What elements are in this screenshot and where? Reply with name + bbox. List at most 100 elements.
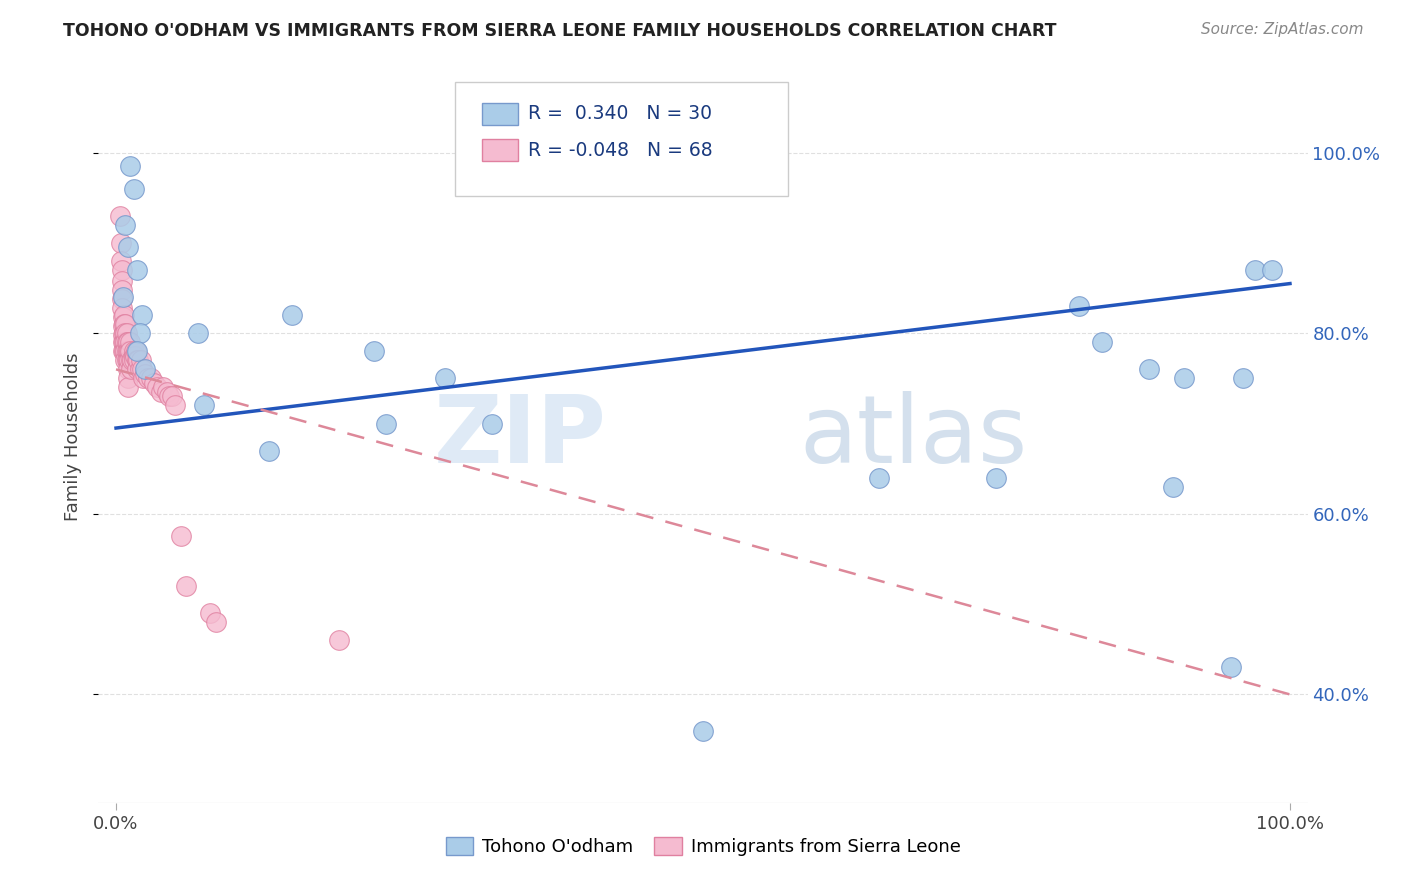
Point (127, 362, 149, 376)
Point (127, 344, 149, 359)
Point (1261, 263, 1284, 277)
Point (122, 353, 145, 368)
Point (157, 389, 180, 403)
Point (110, 235, 132, 250)
Point (122, 182, 145, 196)
Point (114, 353, 136, 368)
Point (120, 362, 142, 376)
Point (120, 353, 142, 368)
Text: Source: ZipAtlas.com: Source: ZipAtlas.com (1201, 22, 1364, 37)
Point (117, 240, 139, 254)
Point (111, 283, 134, 297)
Point (146, 380, 169, 394)
Point (125, 344, 148, 359)
Point (127, 353, 149, 368)
Point (141, 371, 163, 385)
FancyBboxPatch shape (482, 103, 517, 125)
Point (1161, 480, 1184, 494)
Point (114, 344, 136, 359)
Point (1091, 335, 1114, 350)
Point (110, 254, 132, 268)
Point (127, 353, 149, 368)
Point (198, 606, 221, 620)
Point (134, 367, 156, 381)
Point (257, 443, 280, 458)
Point (281, 308, 304, 322)
Point (1243, 263, 1265, 277)
Point (152, 380, 174, 394)
Point (112, 317, 135, 331)
Point (132, 371, 155, 385)
Point (120, 344, 142, 359)
Y-axis label: Family Households: Family Households (65, 353, 83, 521)
Text: TOHONO O'ODHAM VS IMMIGRANTS FROM SIERRA LEONE FAMILY HOUSEHOLDS CORRELATION CHA: TOHONO O'ODHAM VS IMMIGRANTS FROM SIERRA… (63, 22, 1057, 40)
Point (117, 353, 139, 368)
Point (112, 318, 135, 333)
Point (136, 371, 159, 385)
Point (124, 349, 146, 363)
Point (169, 529, 191, 543)
Point (193, 399, 215, 413)
Point (111, 274, 134, 288)
Point (155, 384, 177, 399)
Point (122, 344, 145, 359)
Point (120, 159, 142, 173)
Point (112, 310, 135, 324)
Text: R =  0.340   N = 30: R = 0.340 N = 30 (527, 104, 711, 123)
Point (114, 335, 136, 350)
Point (111, 263, 134, 277)
Point (117, 362, 139, 376)
Point (115, 344, 138, 359)
Legend: Tohono O'odham, Immigrants from Sierra Leone: Tohono O'odham, Immigrants from Sierra L… (439, 830, 967, 863)
Point (1173, 371, 1195, 385)
Point (112, 344, 135, 359)
Point (1220, 660, 1243, 674)
Point (120, 335, 142, 350)
Point (187, 326, 209, 341)
FancyBboxPatch shape (456, 82, 787, 195)
Point (117, 371, 139, 385)
Point (115, 335, 138, 350)
Point (112, 308, 135, 322)
Point (112, 326, 135, 341)
Point (149, 384, 172, 399)
Point (114, 317, 136, 331)
Point (121, 353, 143, 368)
Point (117, 380, 139, 394)
Point (128, 326, 150, 341)
Point (375, 417, 398, 431)
Text: atlas: atlas (800, 391, 1028, 483)
Point (481, 417, 503, 431)
Point (163, 399, 186, 413)
Point (868, 471, 890, 485)
Point (112, 335, 135, 350)
Point (142, 376, 165, 390)
Point (986, 471, 1008, 485)
Point (129, 353, 152, 368)
Point (204, 615, 226, 630)
Point (115, 353, 138, 368)
Point (111, 301, 134, 315)
Point (118, 344, 141, 359)
Point (363, 344, 385, 359)
Point (108, 209, 131, 223)
Point (117, 335, 139, 350)
Point (112, 344, 135, 359)
Point (1232, 371, 1254, 385)
Point (115, 326, 138, 341)
Point (112, 335, 135, 350)
Point (131, 308, 153, 322)
Point (433, 371, 456, 385)
Point (1067, 299, 1090, 313)
Point (328, 633, 350, 648)
Point (128, 362, 150, 376)
Point (118, 353, 141, 368)
Point (127, 263, 149, 277)
Point (111, 292, 134, 306)
Point (176, 579, 198, 593)
Point (114, 326, 136, 341)
Point (131, 362, 153, 376)
Point (1137, 362, 1160, 376)
Point (692, 723, 714, 738)
FancyBboxPatch shape (482, 139, 517, 161)
